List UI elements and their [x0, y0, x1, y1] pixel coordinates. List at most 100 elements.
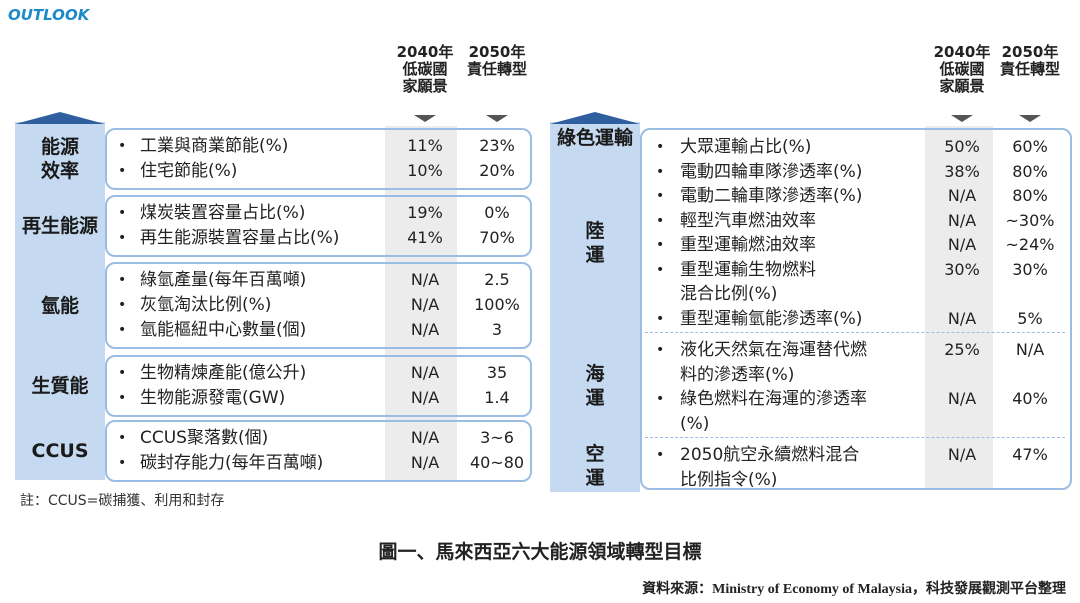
value-2050: 0% — [484, 203, 510, 222]
header-marker — [1019, 115, 1041, 122]
item-label: 混合比例(%) — [680, 284, 778, 304]
value-2050: 23% — [479, 136, 515, 155]
bullet: • — [656, 447, 665, 463]
caption: 圖一、馬來西亞六大能源領域轉型目標 — [378, 541, 702, 563]
value-2040: N/A — [410, 388, 440, 407]
value-2050: ~30% — [1005, 210, 1055, 230]
bullet: • — [656, 261, 665, 278]
value-2040: N/A — [410, 453, 440, 472]
column-header: 責任轉型 — [466, 60, 527, 78]
item-box — [640, 128, 1072, 490]
logo: OUTLOOK — [8, 6, 90, 24]
section-divider — [645, 437, 1065, 438]
item-label: 生物能源發電(GW) — [140, 388, 286, 408]
value-2050: 40~80 — [469, 453, 525, 472]
value-2050: 80% — [1012, 161, 1048, 181]
value-2050: 20% — [479, 161, 515, 180]
category-arrow — [15, 112, 105, 124]
bullet: • — [118, 365, 127, 381]
category-label: 效率 — [40, 160, 79, 182]
category-column — [550, 122, 640, 492]
category-label: 運 — [585, 467, 605, 489]
column-header: 家願景 — [939, 77, 985, 95]
value-2050: 40% — [1012, 389, 1048, 408]
bullet: • — [118, 230, 127, 246]
bullet: • — [656, 342, 665, 358]
value-2050: 3 — [491, 320, 503, 339]
value-2050: 30% — [1012, 259, 1048, 279]
item-box — [105, 420, 532, 482]
value-2050: ~24% — [1005, 235, 1055, 254]
value-2050: 5% — [1017, 308, 1043, 328]
value-2040: 30% — [944, 259, 980, 279]
category-label: 運 — [585, 386, 605, 409]
column-header: 低碳國 — [939, 60, 985, 78]
item-box — [105, 262, 532, 349]
column-header: 2040年 — [933, 43, 991, 61]
item-label: 灰氫淘汰比例(%) — [140, 295, 272, 315]
value-2040: 41% — [407, 228, 443, 247]
column-header: 2050年 — [1001, 43, 1059, 61]
item-label: 輕型汽車燃油效率 — [680, 210, 816, 231]
value-2040: N/A — [947, 445, 977, 464]
bullet: • — [118, 205, 127, 221]
value-2040: N/A — [947, 186, 977, 205]
value-2040: N/A — [410, 270, 440, 289]
item-label: 電動四輪車隊滲透率(%) — [680, 161, 863, 182]
category-label: 氫能 — [40, 294, 79, 317]
item-label: 比例指令(%) — [680, 469, 778, 490]
value-2040: 50% — [944, 137, 980, 156]
item-label: 住宅節能(%) — [140, 161, 238, 181]
category-label: 空 — [585, 443, 605, 465]
value-2040: N/A — [947, 210, 977, 230]
value-2040: N/A — [410, 295, 440, 314]
category-label: CCUS — [31, 440, 89, 462]
item-label: 綠色燃料在海運的滲透率 — [680, 389, 867, 409]
value-2050: 100% — [474, 295, 520, 314]
value-2040: 10% — [407, 161, 443, 180]
value-2050: 2.5 — [484, 270, 510, 289]
source: 資料來源：Ministry of Economy of Malaysia，科技發… — [642, 582, 1066, 597]
bullet: • — [656, 163, 665, 180]
header-marker — [414, 115, 436, 122]
value-2040: 11% — [407, 136, 443, 155]
bullet: • — [656, 212, 665, 229]
value-2050: 1.4 — [484, 388, 510, 407]
value-2040: N/A — [947, 389, 977, 408]
category-arrow — [550, 112, 640, 124]
item-label: 液化天然氣在海運替代燃 — [680, 340, 867, 360]
item-label: 煤炭裝置容量占比(%) — [140, 203, 306, 223]
column-header: 家願景 — [402, 77, 448, 95]
item-label: 重型運輸生物燃料 — [680, 259, 816, 280]
value-2050: 60% — [1012, 137, 1048, 156]
category-label: 運 — [585, 244, 605, 266]
value-2040: N/A — [947, 235, 977, 254]
item-label: 料的滲透率(%) — [680, 364, 795, 385]
bullet: • — [118, 272, 127, 288]
item-label: 電動二輪車隊滲透率(%) — [680, 186, 863, 206]
bullet: • — [118, 430, 127, 446]
bullet: • — [656, 188, 665, 204]
item-label: 2050航空永續燃料混合 — [680, 445, 860, 465]
header-marker — [486, 115, 508, 122]
category-column — [15, 122, 105, 480]
column-header: 2040年 — [396, 43, 454, 61]
item-label: 綠氫產量(每年百萬噸) — [140, 270, 307, 290]
header-marker — [951, 115, 973, 122]
bullet: • — [656, 139, 665, 155]
group-label: 綠色運輸 — [556, 127, 633, 149]
bullet: • — [118, 297, 127, 313]
column-header: 低碳國 — [402, 60, 448, 78]
bullet: • — [118, 455, 127, 471]
value-2040: N/A — [410, 428, 440, 447]
item-label: 重型運輸燃油效率 — [680, 235, 816, 255]
bullet: • — [118, 390, 127, 406]
item-label: 大眾運輸占比(%) — [680, 137, 812, 157]
bullet: • — [118, 163, 127, 179]
item-label: 再生能源裝置容量占比(%) — [140, 228, 340, 248]
item-label: 工業與商業節能(%) — [140, 136, 289, 156]
note: 註：CCUS=碳捕獲、利用和封存 — [20, 493, 225, 509]
item-box — [105, 355, 532, 417]
section-divider — [645, 332, 1065, 333]
bullet: • — [656, 391, 665, 407]
